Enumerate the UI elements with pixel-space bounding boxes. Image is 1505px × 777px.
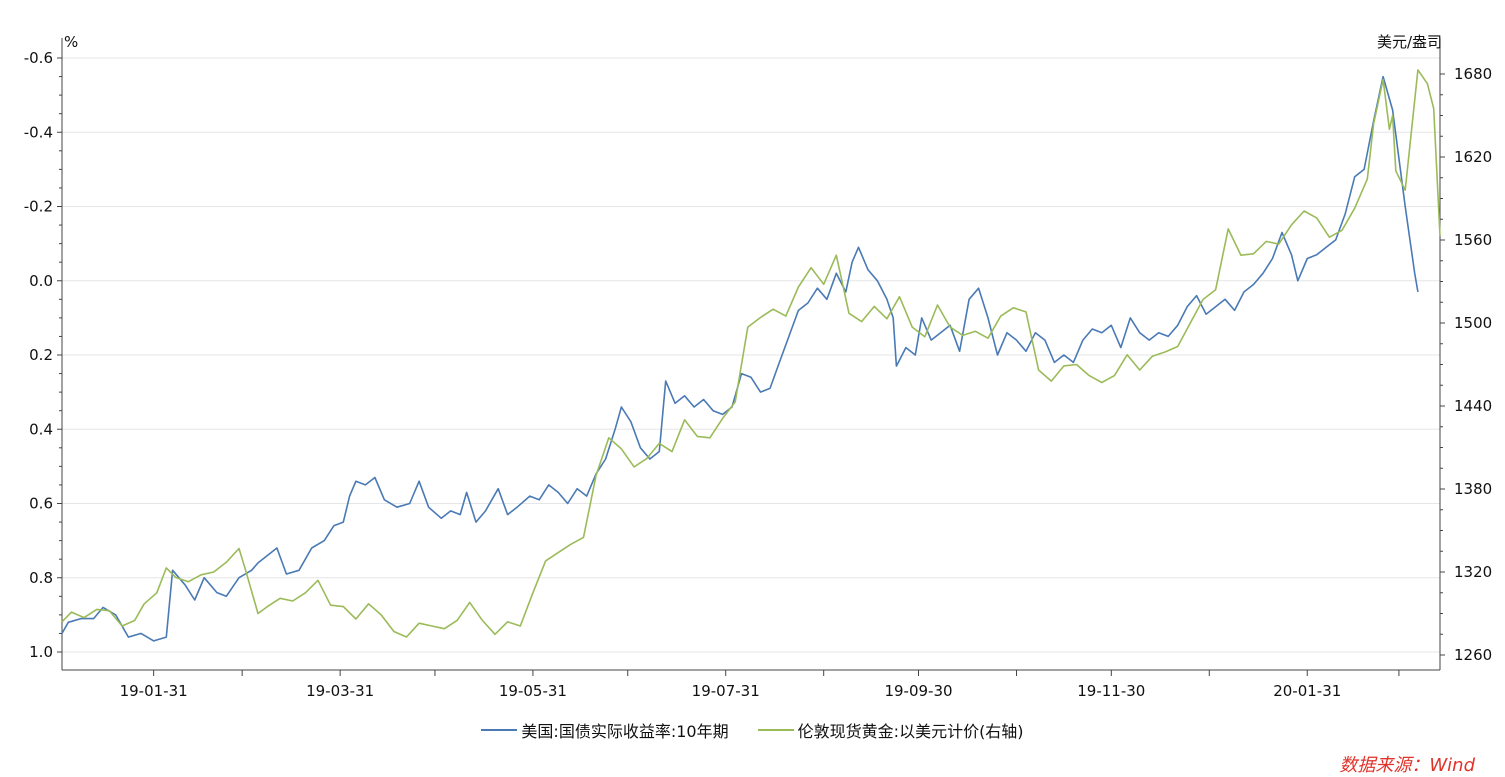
- x-tick-label: 19-07-31: [692, 682, 760, 700]
- left-tick-label: 0.6: [29, 495, 53, 513]
- right-tick-label: 1320: [1454, 563, 1492, 581]
- right-tick-label: 1500: [1454, 314, 1492, 332]
- left-tick-label: -0.4: [24, 123, 53, 141]
- legend-label-gold: 伦敦现货黄金:以美元计价(右轴): [797, 722, 1024, 741]
- right-tick-label: 1560: [1454, 231, 1492, 249]
- right-tick-label: 1260: [1454, 646, 1492, 664]
- legend: 美国:国债实际收益率:10年期 伦敦现货黄金:以美元计价(右轴): [0, 716, 1505, 742]
- series-lines: [61, 69, 1441, 642]
- left-tick-label: 0.0: [29, 272, 53, 290]
- right-axis-unit: 美元/盎司: [1377, 33, 1442, 51]
- series-line-real-yield: [61, 75, 1419, 642]
- right-tick-label: 1620: [1454, 148, 1492, 166]
- left-tick-label: 0.8: [29, 569, 53, 587]
- right-tick-label: 1680: [1454, 65, 1492, 83]
- right-tick-label: 1440: [1454, 397, 1492, 415]
- right-tick-label: 1380: [1454, 480, 1492, 498]
- legend-item-gold: 伦敦现货黄金:以美元计价(右轴): [757, 718, 1024, 742]
- series-line-gold: [61, 69, 1441, 638]
- x-tick-label: 19-01-31: [120, 682, 188, 700]
- left-tick-label: 1.0: [29, 643, 53, 661]
- dual-axis-line-chart: -0.6 -0.4 -0.2 0.0 0.2 0.4 0.6 0.8 1.0 1680 1620 15…: [24, 33, 1492, 700]
- x-tick-label: 19-03-31: [306, 682, 374, 700]
- left-tick-label: -0.2: [24, 198, 53, 216]
- x-tick-label: 20-01-31: [1273, 682, 1341, 700]
- legend-swatch-real-yield: [481, 729, 518, 731]
- axes: -0.6 -0.4 -0.2 0.0 0.2 0.4 0.6 0.8 1.0 1680 1620 15…: [24, 38, 1492, 700]
- left-tick-label: 0.4: [29, 420, 53, 438]
- gridlines: [62, 57, 1440, 653]
- legend-swatch-gold: [757, 729, 794, 731]
- left-tick-label: -0.6: [24, 49, 53, 67]
- x-tick-label: 19-11-30: [1077, 682, 1145, 700]
- x-tick-label: 19-05-31: [499, 682, 567, 700]
- legend-item-real-yield: 美国:国债实际收益率:10年期: [481, 718, 729, 742]
- left-axis-unit: %: [64, 33, 78, 51]
- source-note: 数据来源：Wind: [1339, 755, 1475, 776]
- legend-label-real-yield: 美国:国债实际收益率:10年期: [521, 722, 729, 741]
- left-tick-label: 0.2: [29, 346, 53, 364]
- x-tick-label: 19-09-30: [884, 682, 952, 700]
